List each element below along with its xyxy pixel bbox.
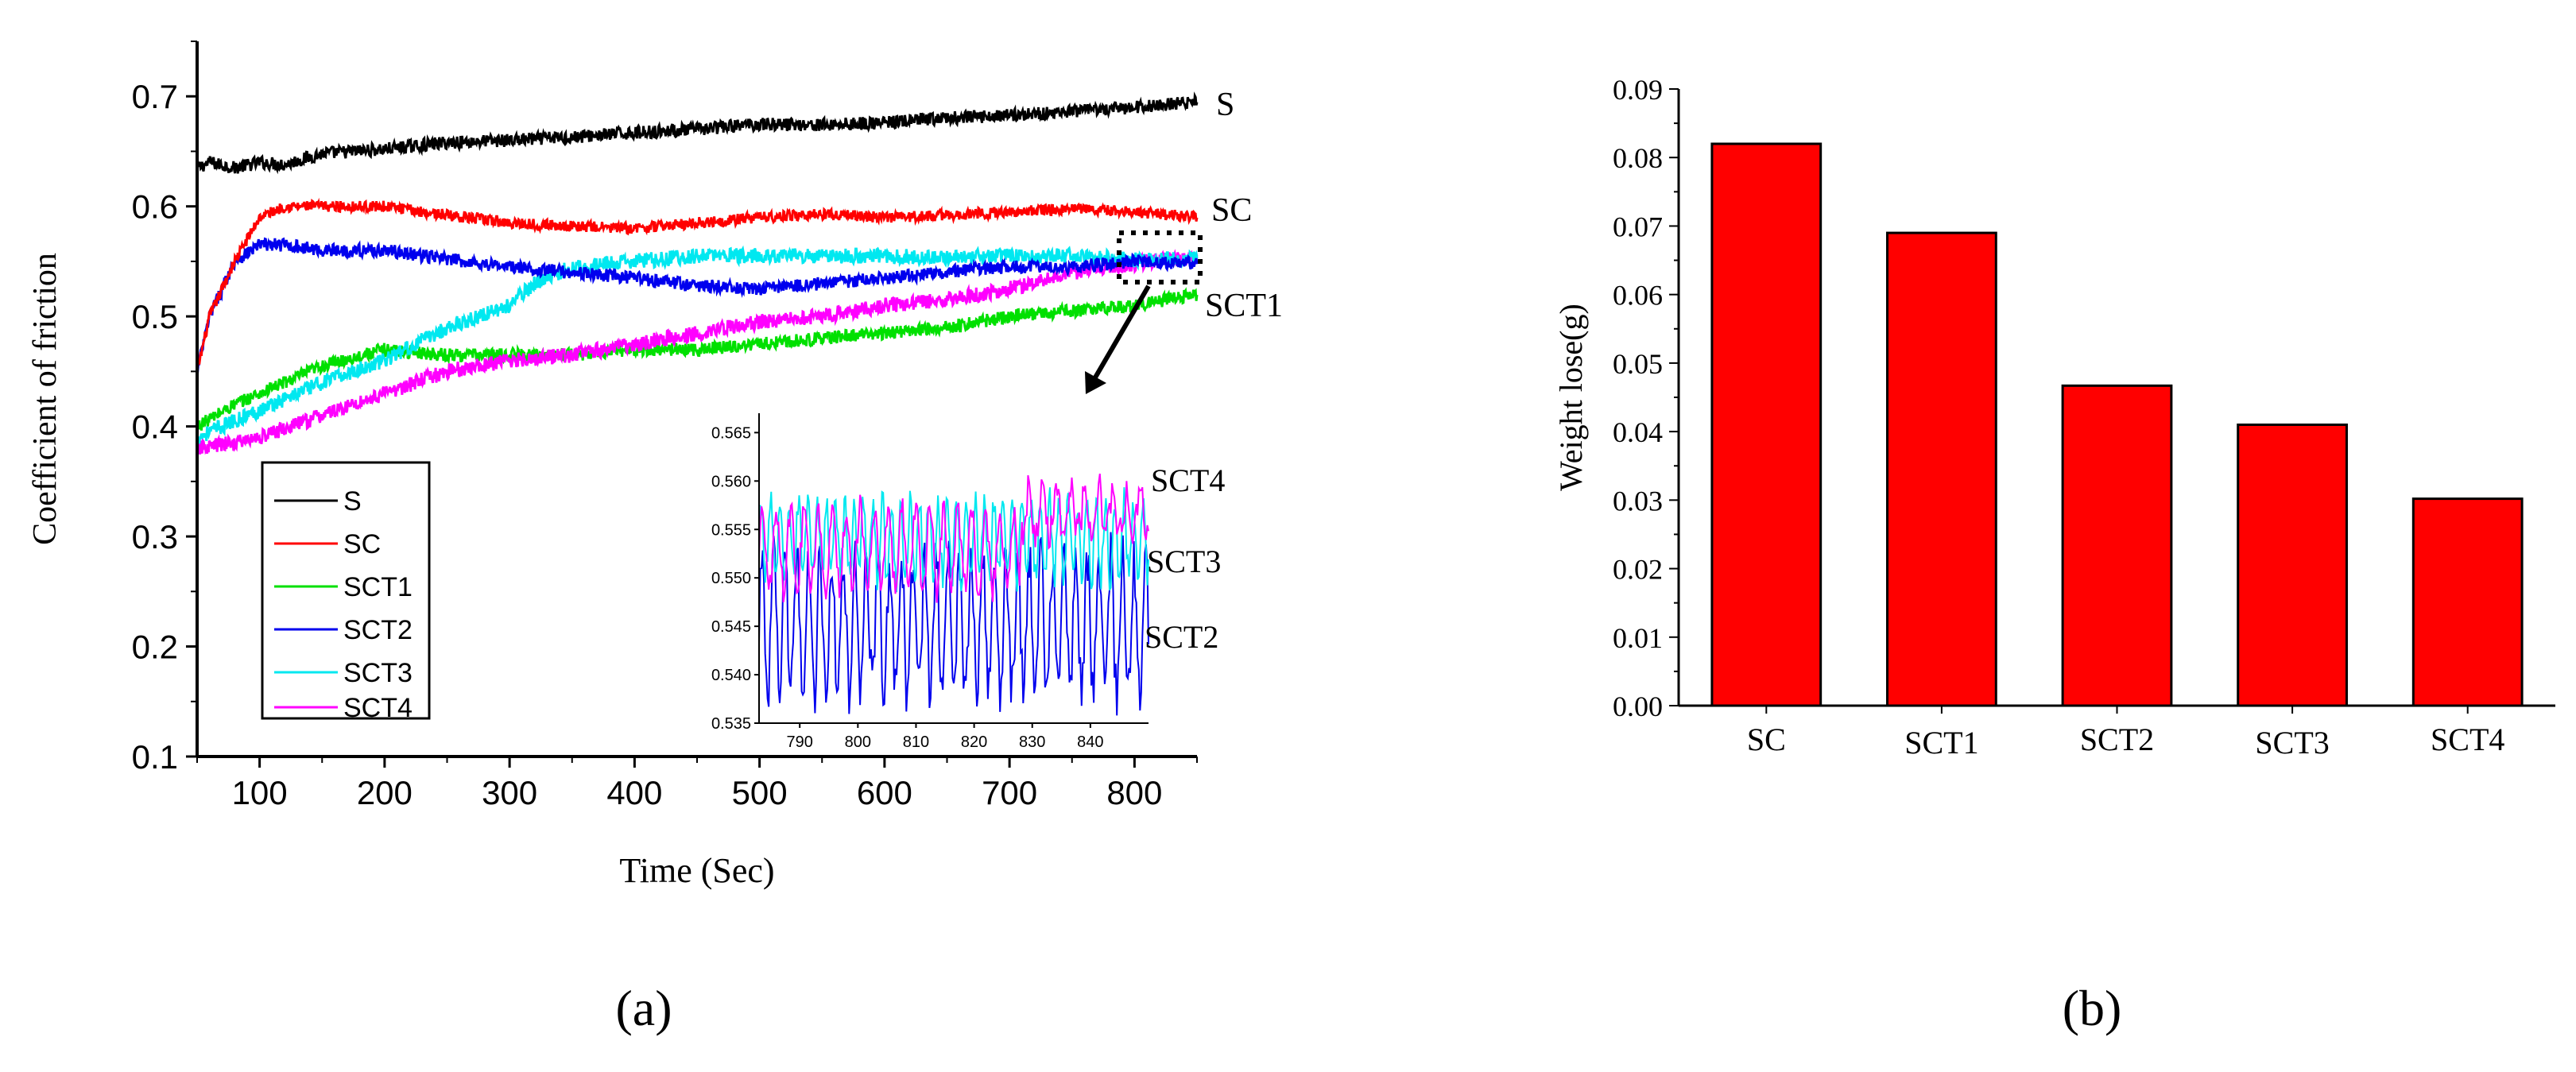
inset-label-sct4: SCT4 [1151, 462, 1225, 498]
x-tick-label: 700 [982, 774, 1037, 811]
annotation-s: S [1216, 87, 1234, 123]
inset-line-sct3 [758, 487, 1149, 593]
bar-sct4 [2411, 497, 2524, 707]
y-axis-label: Coefficient of friction [27, 253, 64, 545]
bar-sct2 [2061, 384, 2173, 707]
y-tick-label: 0.7 [132, 78, 178, 115]
annotation-sct1: SCT1 [1205, 288, 1283, 324]
inset-x-tick-label: 830 [1019, 733, 1045, 751]
b-category-label: SCT3 [2255, 725, 2329, 760]
x-ticks: 100 200 300 400 500 600 700 800 [196, 757, 1198, 811]
inset-label-sct3: SCT3 [1147, 544, 1221, 579]
y-tick-label: 0.5 [132, 298, 178, 335]
inset-x-tick-label: 840 [1077, 733, 1103, 751]
x-tick-label: 500 [732, 774, 788, 811]
x-axis-label: Time (Sec) [619, 851, 774, 890]
zoom-arrow [1093, 284, 1151, 379]
inset-series-group [758, 473, 1149, 716]
legend-label-sc: SC [343, 529, 381, 559]
x-tick-label: 300 [482, 774, 537, 811]
b-y-tick-label: 0.01 [1613, 622, 1663, 654]
inset-y-tick-label: 0.535 [711, 715, 751, 733]
x-tick-label: 600 [857, 774, 912, 811]
legend-box [261, 461, 431, 720]
bar-sct3 [2237, 423, 2348, 707]
b-y-tick-label: 0.03 [1613, 485, 1663, 517]
x-tick-label: 100 [232, 774, 288, 811]
series-line-sct4 [196, 249, 1199, 455]
inset-chart: 0.535 0.540 0.545 0.550 0.555 0.560 0.565 790 8… [711, 413, 1225, 751]
series-line-sct1 [196, 287, 1199, 431]
panel-label-a: (a) [615, 980, 672, 1036]
panel-label-b: (b) [2063, 980, 2122, 1036]
inset-y-tick-label: 0.560 [711, 473, 751, 490]
y-tick-label: 0.3 [132, 518, 178, 555]
annotation-sc: SC [1211, 192, 1252, 229]
b-y-tick-label: 0.09 [1613, 74, 1663, 106]
b-category-label: SCT2 [2080, 722, 2154, 757]
b-category-label: SCT4 [2431, 722, 2504, 757]
x-tick-label: 200 [357, 774, 413, 811]
inset-y-tick-label: 0.540 [711, 667, 751, 684]
y-tick-label: 0.1 [132, 738, 178, 776]
line-chart-panel: 0.1 0.2 0.3 0.4 0.5 0.6 0.7 100 200 300 400 500 600… [27, 41, 1283, 1036]
inset-x-tick-label: 810 [903, 733, 929, 751]
legend-label-s: S [343, 486, 362, 517]
legend: S SC SCT1 SCT2 SCT3 SCT4 [261, 461, 431, 723]
y-tick-label: 0.4 [132, 408, 178, 446]
bar-chart-panel: 0.00 0.01 0.02 0.03 0.04 0.05 0.06 0.07 0.08 0.09… [1553, 74, 2555, 1036]
b-y-ticks: 0.00 0.01 0.02 0.03 0.04 0.05 0.06 0.07 0.08 0.09 [1613, 74, 1679, 722]
series-line-sct2 [196, 237, 1199, 375]
line-series-group [196, 91, 1199, 455]
bars-group [1710, 142, 2524, 707]
y-tick-label: 0.2 [132, 629, 178, 666]
b-y-tick-label: 0.05 [1613, 348, 1663, 380]
b-y-tick-label: 0.06 [1613, 280, 1663, 312]
y-ticks: 0.1 0.2 0.3 0.4 0.5 0.6 0.7 [132, 41, 197, 776]
legend-label-sct2: SCT2 [343, 615, 413, 645]
legend-label-sct1: SCT1 [343, 572, 413, 602]
zoom-arrow-head [1085, 371, 1106, 394]
inset-x-tick-label: 820 [961, 733, 987, 751]
inset-y-tick-label: 0.565 [711, 424, 751, 442]
x-tick-label: 800 [1106, 774, 1162, 811]
bar-sct1 [1886, 231, 1997, 707]
y-tick-label: 0.6 [132, 188, 178, 226]
series-line-sct3 [196, 245, 1199, 445]
b-y-tick-label: 0.02 [1613, 554, 1663, 586]
inset-y-tick-label: 0.555 [711, 521, 751, 539]
inset-label-sct2: SCT2 [1145, 619, 1218, 655]
inset-x-tick-label: 800 [845, 733, 871, 751]
b-y-axis-label: Weight lose(g) [1553, 304, 1589, 491]
b-y-tick-label: 0.00 [1613, 691, 1663, 722]
b-y-tick-label: 0.08 [1613, 142, 1663, 174]
b-y-tick-label: 0.07 [1613, 211, 1663, 242]
b-category-label: SCT1 [1904, 725, 1978, 760]
bar-sc [1710, 142, 1823, 707]
b-category-labels: SC SCT1 SCT2 SCT3 SCT4 [1747, 706, 2504, 760]
inset-line-sct2 [758, 532, 1149, 716]
b-y-tick-label: 0.04 [1613, 416, 1663, 448]
inset-line-sct4 [758, 473, 1149, 603]
legend-label-sct4: SCT4 [343, 693, 413, 723]
x-tick-label: 400 [606, 774, 662, 811]
inset-x-ticks: 790 800 810 820 830 840 [787, 723, 1104, 751]
legend-label-sct3: SCT3 [343, 658, 413, 688]
inset-y-tick-label: 0.545 [711, 618, 751, 636]
inset-y-tick-label: 0.550 [711, 570, 751, 587]
inset-y-ticks: 0.535 0.540 0.545 0.550 0.555 0.560 0.565 [711, 424, 759, 733]
series-line-sc [196, 197, 1199, 370]
b-category-label: SC [1747, 722, 1786, 757]
zoom-region-box [1117, 230, 1203, 284]
series-line-s [196, 91, 1199, 175]
inset-x-tick-label: 790 [787, 733, 813, 751]
